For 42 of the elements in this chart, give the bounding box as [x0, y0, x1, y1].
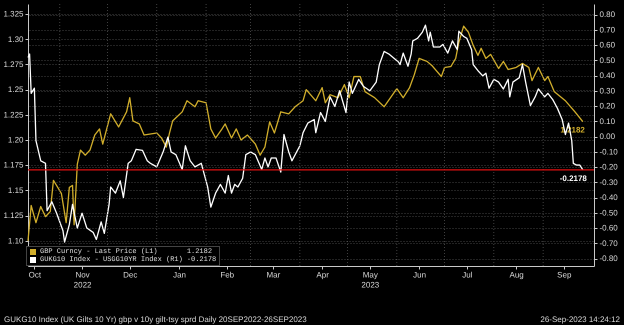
y2-tick-label: 0.40	[600, 71, 616, 80]
x-tick-label: Oct	[28, 270, 42, 280]
y2-tick-label: 0.10	[600, 116, 616, 126]
y-tick-label: 1.25	[8, 85, 24, 94]
x-tick-label: Jul	[462, 270, 473, 280]
y2-tick-label: -0.50	[600, 208, 618, 218]
text: GUKG10 Index (UK Gilts 10 Yr) gbp v 10y gilt-tsy sprd Daily 20SEP2022-26SEP2023	[4, 315, 307, 324]
x-tick-label: May 2023	[361, 270, 380, 290]
y2-tick-label: -0.80	[600, 254, 618, 264]
x-tick-label: Jan	[173, 270, 186, 280]
x-tick-label: Mar	[266, 270, 281, 280]
y2-tick-label: 0.20	[600, 102, 616, 111]
y2-tick-label: 0.30	[600, 86, 616, 96]
y2-tick-label: 0.50	[600, 56, 616, 65]
y2-tick-label: -0.10	[600, 147, 618, 156]
x-tick-label: Sep	[557, 270, 572, 280]
y2-tick-label: 0.00	[600, 132, 616, 142]
y-tick-label: 1.15	[8, 186, 24, 195]
y2-tick-label: -0.70	[600, 238, 618, 248]
y2-tick-label: -0.30	[600, 178, 618, 187]
y-tick-label: 1.125	[3, 211, 24, 220]
y2-tick-label: 0.70	[600, 25, 616, 34]
x-tick-label: Dec	[123, 270, 138, 280]
y2-tick-label: -0.40	[600, 193, 618, 202]
x-tick-label: Feb	[220, 270, 235, 280]
y2-tick-label: 0.60	[600, 40, 616, 50]
x-tick-label: Apr	[316, 270, 330, 280]
y-tick-label: 1.10	[8, 236, 24, 246]
text: 26-Sep-2023 14:24:12	[540, 315, 620, 324]
y-tick-label: 1.275	[3, 60, 24, 69]
x-tick-label: Nov 2022	[74, 270, 92, 290]
y-tick-label: 1.325	[3, 10, 24, 19]
x-tick-label: Jun	[413, 270, 426, 280]
data-label: -0.2178	[560, 174, 588, 183]
y-tick-label: 1.175	[3, 160, 24, 170]
y2-tick-label: 0.80	[600, 10, 616, 20]
y-tick-label: 1.20	[8, 136, 24, 145]
y-tick-label: 1.30	[8, 34, 24, 44]
y-tick-label: 1.225	[3, 110, 24, 120]
y2-tick-label: -0.20	[600, 162, 618, 172]
y2-tick-label: -0.60	[600, 224, 618, 233]
x-tick-label: Aug	[509, 270, 524, 280]
